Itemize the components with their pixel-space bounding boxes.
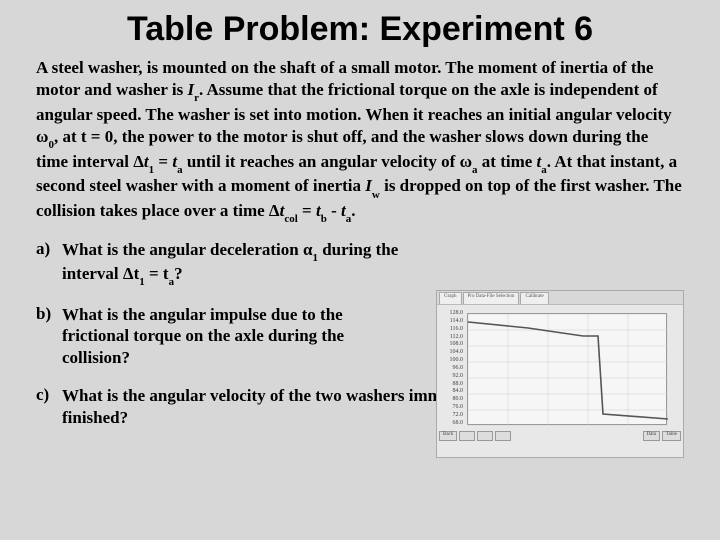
qa-ta: t [163,264,169,283]
intro-eq: = [154,152,172,171]
ytick: 68.0 [453,420,464,426]
symbol-Iw: I [365,176,372,195]
tab-datafile[interactable]: Pro Data-File Selection [463,292,520,304]
ytick: 72.0 [453,412,464,418]
btn-back[interactable]: Back [439,431,457,441]
ytick: 92.0 [453,373,464,379]
ytick: 108.0 [450,341,464,347]
sub-col: col [284,213,297,225]
qa-eq: = [145,264,163,283]
sub-0: 0 [48,139,54,151]
sub-b: b [321,213,327,225]
label-a: a) [36,239,62,288]
btn-table[interactable]: Table [662,431,681,441]
qa-sub1: 1 [312,252,318,264]
sub-a3: a [541,164,547,176]
figure-toolbar: Back Data Table [439,431,681,455]
btn-blank1[interactable] [459,431,475,441]
ytick: 114.0 [450,318,463,324]
qb-text: What is the angular impulse due to the f… [62,304,412,369]
figure-tabs: Graph Pro Data-File Selection Calibrate [437,291,683,305]
ytick: 76.0 [453,404,464,410]
sub-1: 1 [149,164,155,176]
question-a: a) What is the angular deceleration α1 d… [36,239,684,288]
velocity-curve [468,322,668,419]
ytick: 84.0 [453,388,464,394]
btn-blank2[interactable] [477,431,493,441]
tab-calibrate[interactable]: Calibrate [520,292,548,304]
intro-minus: - [327,201,341,220]
ytick: 88.0 [453,381,464,387]
ytick: 104.0 [450,349,464,355]
symbol-t: t [144,152,149,171]
ytick: 100.0 [450,357,464,363]
sub-a: a [177,164,183,176]
sub-w: w [372,189,380,201]
ytick: 80.0 [453,396,464,402]
intro-eq2: = [298,201,316,220]
ytick: 112.0 [450,334,463,340]
intro-text-5: at time [478,152,537,171]
btn-blank3[interactable] [495,431,511,441]
y-axis-ticks: 128.0 114.0 116.0 112.0 108.0 104.0 100.… [439,313,465,425]
qa-text-1: What is the angular deceleration α [62,240,312,259]
label-c: c) [36,385,62,429]
problem-statement: A steel washer, is mounted on the shaft … [0,57,720,225]
label-b: b) [36,304,62,369]
symbol-tb: t [316,201,321,220]
sub-r: r [194,92,199,104]
experiment-graph: Graph Pro Data-File Selection Calibrate … [436,290,684,458]
plot-area [467,313,667,425]
tab-graph[interactable]: Graph [439,292,462,304]
grid-lines [468,314,668,426]
intro-period: . [351,201,355,220]
sub-a4: a [346,213,352,225]
ytick: 96.0 [453,365,464,371]
qa-a: a [169,276,175,288]
sub-a2: a [472,164,478,176]
ytick: 116.0 [450,326,463,332]
qa-q: ? [174,264,183,283]
page-title: Table Problem: Experiment 6 [0,0,720,57]
qa-one: 1 [139,276,145,288]
intro-text-4: until it reaches an angular velocity of … [183,152,472,171]
btn-data[interactable]: Data [643,431,660,441]
ytick: 128.0 [450,310,464,316]
plot-svg [468,314,668,426]
